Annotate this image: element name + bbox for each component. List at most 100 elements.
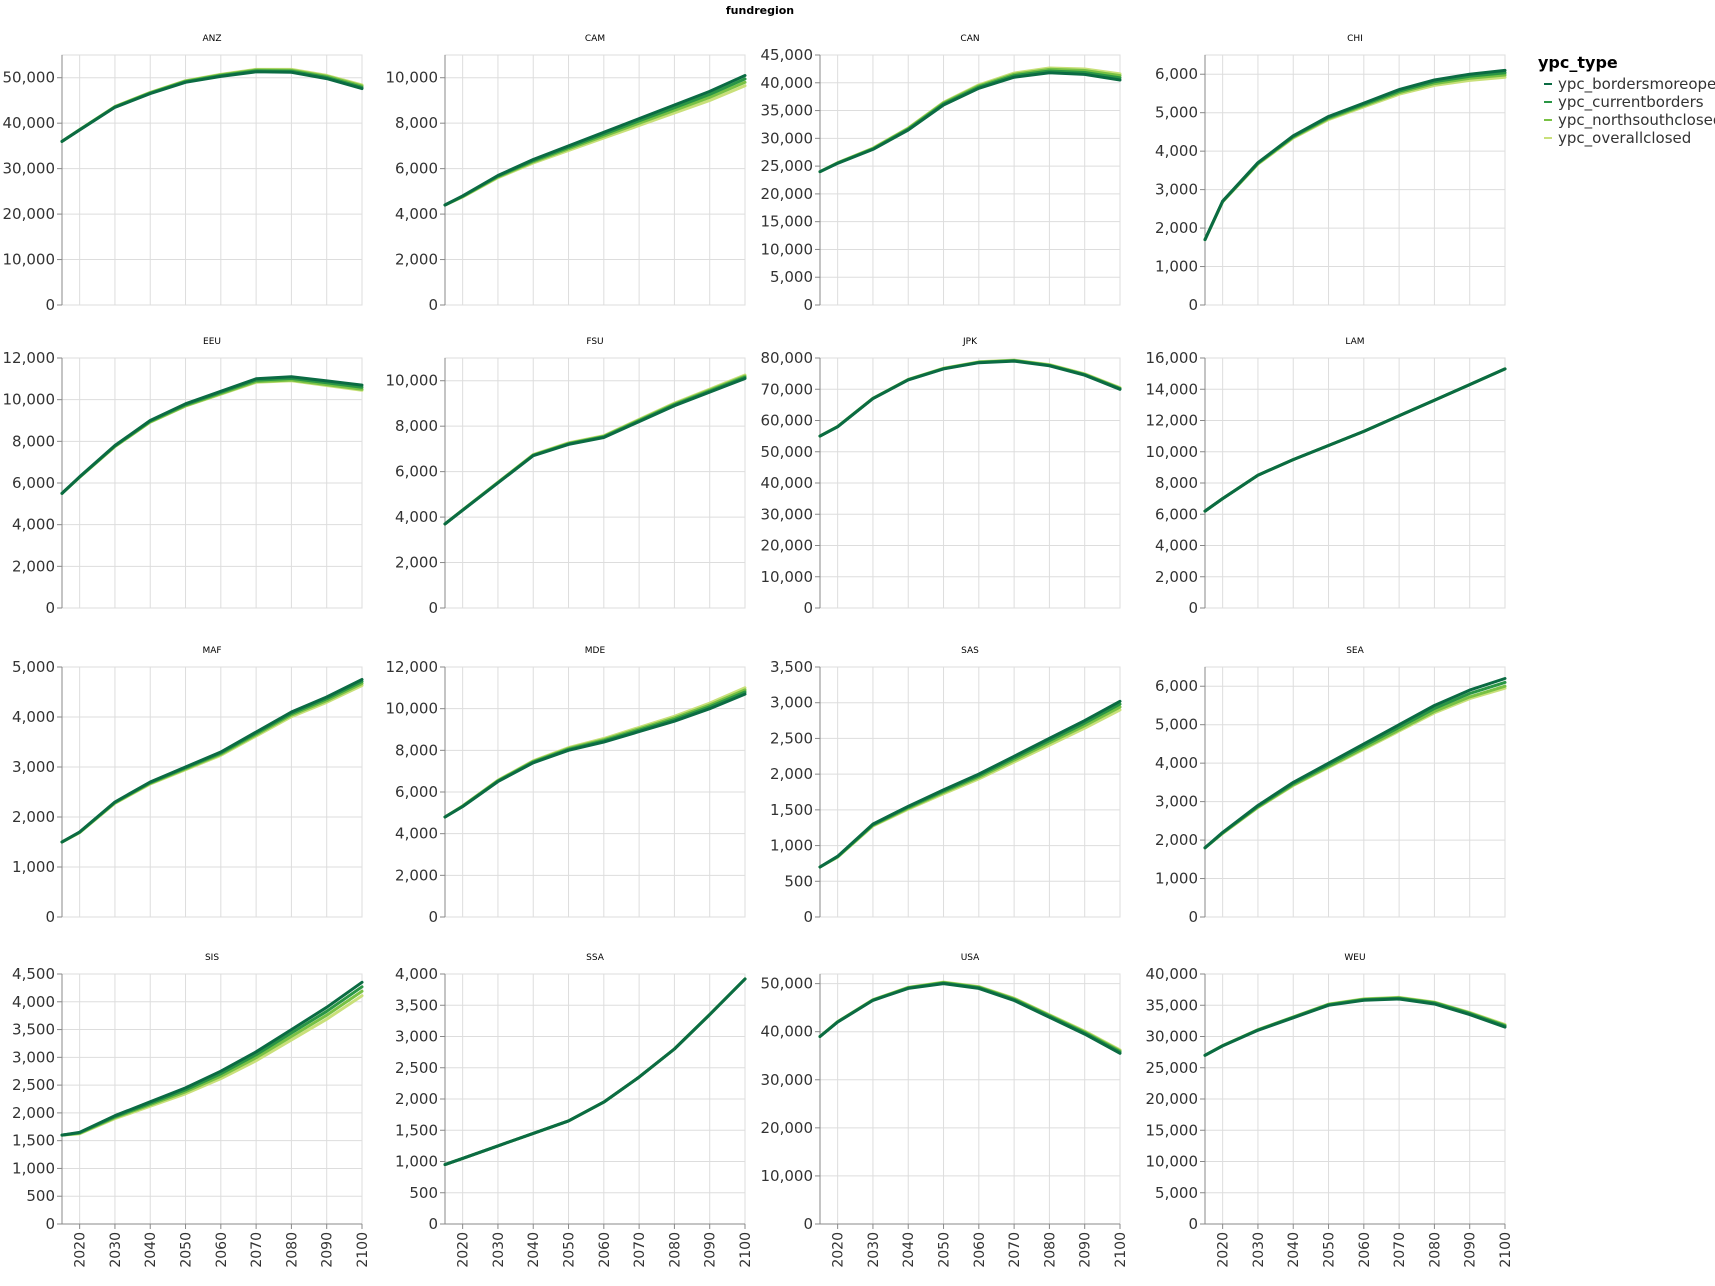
panel-title: CHI [1347,34,1363,44]
series-line-ypc_overallclosed [818,708,1122,869]
y-tick-label: 30,000 [1146,1028,1199,1046]
y-tick-label: 12,000 [3,349,56,367]
y-tick-label: 2,000 [1155,831,1198,849]
y-tick-label: 40,000 [761,1023,814,1041]
series-line-ypc_bordersmoreopen [60,70,364,143]
x-tick-label: 2070 [249,1232,265,1268]
x-tick-label: 2070 [1007,1232,1023,1268]
y-tick-label: 14,000 [1146,380,1199,398]
panel-title: SSA [586,953,605,963]
x-tick-label: 2030 [491,1232,507,1268]
panel-title: SEA [1346,646,1364,656]
panel-chi: CHI 0 1,000 2,000 3,000 4,000 5,000 6,000 [1155,34,1507,314]
y-tick-label: 3,000 [770,694,813,712]
series-line-ypc_bordersmoreopen [443,377,747,526]
series-line-ypc_bordersmoreopen [818,71,1122,174]
series-line-ypc_overallclosed [1203,75,1507,242]
plot-frame [819,973,1121,1225]
x-tick-label: 2020 [456,1232,472,1268]
y-tick-label: 10,000 [3,251,56,269]
y-tick-label: 4,000 [12,516,55,534]
y-tick-label: 5,000 [1155,1184,1198,1202]
y-tick-label: 6,000 [395,783,438,801]
y-tick-label: 25,000 [1146,1059,1199,1077]
y-tick-label: 30,000 [761,505,814,523]
series-line-ypc_northsouthclosed [443,374,747,526]
series-line-ypc_northsouthclosed [1203,73,1507,242]
y-tick-label: 45,000 [761,46,814,64]
y-tick-label: 1,000 [770,837,813,855]
x-tick-label: 2080 [667,1232,683,1268]
y-tick-label: 10,000 [386,700,439,718]
plot-frame [819,666,1121,918]
y-tick-label: 1,000 [12,1159,55,1177]
x-tick-label: 2100 [1498,1232,1514,1268]
x-tick-label: 2090 [703,1232,719,1268]
x-tick-label: 2090 [1463,1232,1479,1268]
series-line-ypc_bordersmoreopen [443,74,747,207]
panel-title: FSU [586,337,603,347]
y-tick-label: 20,000 [761,1119,814,1137]
plot-frame [61,973,363,1225]
y-tick-label: 40,000 [3,114,56,132]
x-tick-label: 2040 [526,1232,542,1268]
series-line-ypc_overallclosed [1203,686,1507,850]
panel-title: CAM [585,34,605,44]
x-tick-label: 2020 [73,1232,89,1268]
series-line-ypc_bordersmoreopen [1203,68,1507,242]
y-tick-label: 2,000 [395,251,438,269]
series-line-ypc_bordersmoreopen [1203,997,1507,1057]
x-tick-label: 2060 [1357,1232,1373,1268]
x-tick-label: 2050 [937,1232,953,1268]
series-line-ypc_overallclosed [443,84,747,207]
series-line-ypc_currentborders [1203,996,1507,1057]
y-tick-label: 6,000 [395,160,438,178]
y-tick-label: 80,000 [761,349,814,367]
y-tick-label: 0 [45,1215,55,1233]
x-tick-label: 2080 [1042,1232,1058,1268]
series-line-ypc_bordersmoreopen [1203,677,1507,850]
series-line-ypc_currentborders [818,69,1122,174]
y-tick-label: 500 [784,872,813,890]
y-tick-label: 10,000 [761,240,814,258]
panel-jpk: JPK 0 10,000 20,000 30,000 40,000 50,000 60,000… [761,337,1122,617]
x-tick-label: 2070 [1392,1232,1408,1268]
x-tick-label: 2080 [284,1232,300,1268]
y-tick-label: 3,000 [395,1028,438,1046]
x-tick-label: 2090 [320,1232,336,1268]
y-tick-label: 500 [409,1184,438,1202]
x-tick-label: 2020 [1216,1232,1232,1268]
panel-cam: CAM 0 2,000 4,000 6,000 8,000 10,000 [386,34,747,314]
panel-weu: WEU 0 5,000 10,000 15,000 20,000 25,000 30,000 3… [1146,953,1515,1268]
y-tick-label: 2,000 [770,765,813,783]
legend-item-label: ypc_northsouthclosed [1558,111,1715,130]
series-line-ypc_currentborders [1203,71,1507,242]
y-tick-label: 10,000 [761,568,814,586]
x-tick-label: 2100 [355,1232,371,1268]
y-tick-label: 8,000 [395,417,438,435]
panel-usa: USA 0 10,000 20,000 30,000 40,000 50,000 2020 20… [761,953,1130,1268]
series-line-ypc_overallclosed [60,67,364,143]
series-line-ypc_overallclosed [818,980,1122,1052]
panel-title: LAM [1345,337,1364,347]
y-tick-label: 2,000 [395,554,438,572]
x-tick-label: 2060 [972,1232,988,1268]
legend-item-label: ypc_overallclosed [1558,129,1691,148]
y-tick-label: 1,000 [12,858,55,876]
y-tick-label: 40,000 [761,74,814,92]
plot-frame [1204,666,1506,918]
y-tick-label: 4,000 [395,965,438,983]
y-tick-label: 1,500 [395,1121,438,1139]
x-tick-label: 2050 [1322,1232,1338,1268]
series-line-ypc_bordersmoreopen [818,982,1122,1055]
y-tick-label: 50,000 [761,443,814,461]
y-tick-label: 0 [803,296,813,314]
series-line-ypc_currentborders [443,375,747,526]
y-tick-label: 0 [45,908,55,926]
x-tick-label: 2060 [214,1232,230,1268]
y-tick-label: 4,000 [395,508,438,526]
panel-title: ANZ [202,34,221,44]
y-tick-label: 1,000 [1155,258,1198,276]
y-tick-label: 0 [45,599,55,617]
y-tick-label: 3,500 [770,658,813,676]
